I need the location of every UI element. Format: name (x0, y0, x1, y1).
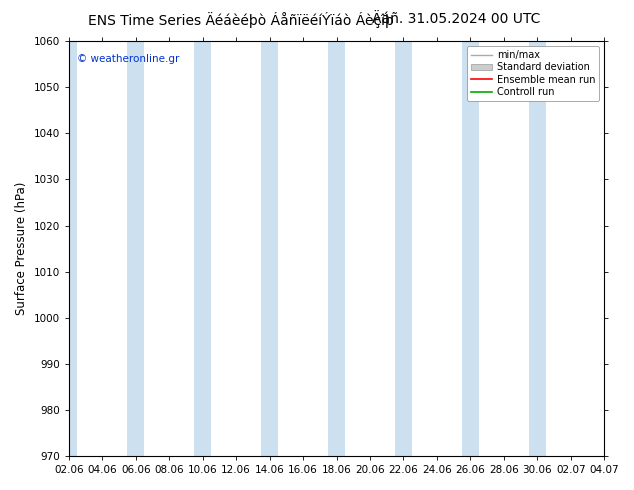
Bar (60, 41, 77, 456)
Text: © weatheronline.gr: © weatheronline.gr (77, 54, 179, 64)
Legend: min/max, Standard deviation, Ensemble mean run, Controll run: min/max, Standard deviation, Ensemble me… (467, 46, 599, 101)
Text: Äáñ. 31.05.2024 00 UTC: Äáñ. 31.05.2024 00 UTC (372, 12, 541, 26)
Bar (261, 41, 278, 456)
Bar (395, 41, 412, 456)
Bar (529, 41, 546, 456)
Y-axis label: Surface Pressure (hPa): Surface Pressure (hPa) (15, 182, 28, 315)
Text: ENS Time Series Äéáèéþò ÁåñïëéíÝïáò Áèçîþ: ENS Time Series Äéáèéþò ÁåñïëéíÝïáò Áèçî… (88, 12, 394, 28)
Bar (328, 41, 345, 456)
Bar (462, 41, 479, 456)
Bar (194, 41, 211, 456)
Bar (127, 41, 144, 456)
